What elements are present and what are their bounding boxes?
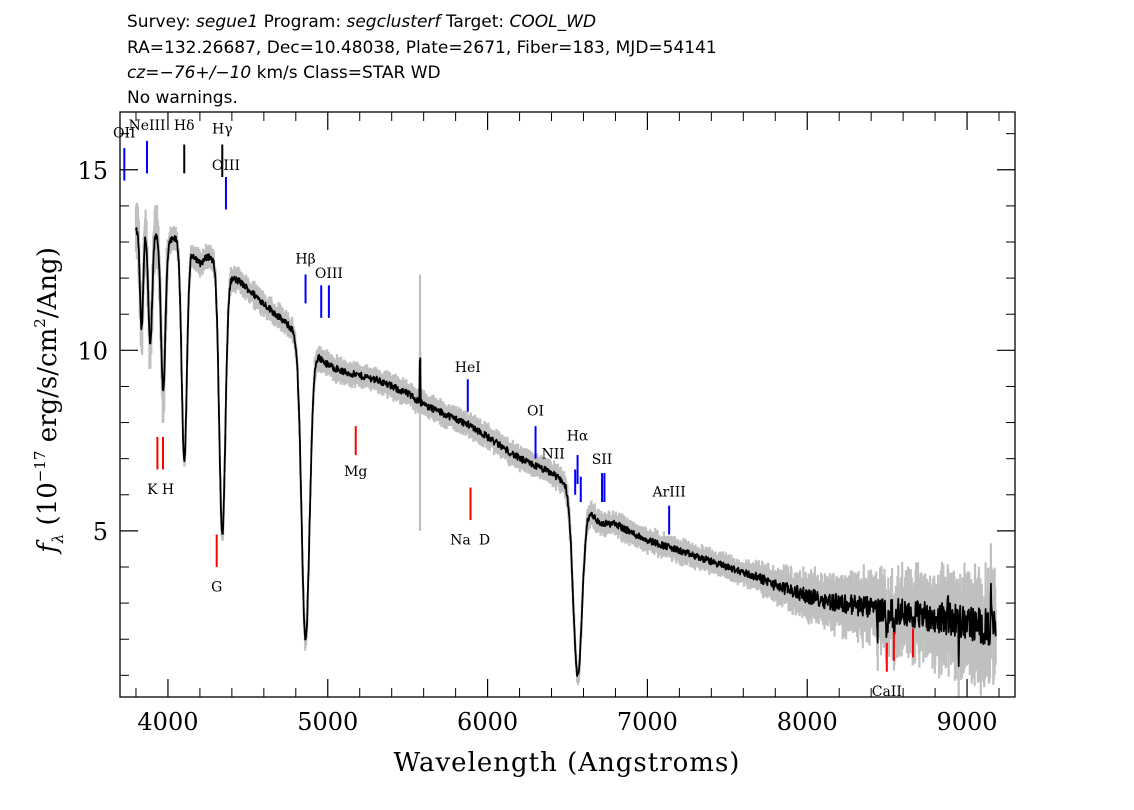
x-tick-label: 8000 xyxy=(777,708,838,736)
program-value: segclusterf xyxy=(346,12,441,32)
emission-marker-label: HeI xyxy=(455,360,481,376)
y-tick-label: 10 xyxy=(77,337,108,365)
emission-marker-label: Hα xyxy=(567,429,589,445)
x-axis-label: Wavelength (Angstroms) xyxy=(394,748,741,778)
class-value: Class=STAR WD xyxy=(303,63,441,83)
flux-line xyxy=(135,227,997,677)
emission-marker-label: Hβ xyxy=(295,252,315,268)
program-label: Program: xyxy=(263,12,342,32)
emission-marker-label: OI xyxy=(527,403,544,419)
survey-label: Survey: xyxy=(127,12,191,32)
error-band xyxy=(134,202,997,697)
emission-marker-label: OIII xyxy=(315,266,343,282)
absorption-marker-label: D xyxy=(479,533,490,549)
header-line-1: Survey: segue1 Program: segclusterf Targ… xyxy=(127,12,596,32)
absorption-marker-label: H xyxy=(162,482,174,498)
absorption-marker-label: CaII xyxy=(872,684,902,700)
emission-marker-label: SII xyxy=(592,452,613,468)
redshift-units: km/s xyxy=(256,63,298,83)
emission-marker-label: NII xyxy=(542,447,565,463)
emission-marker-label: Hγ xyxy=(212,122,233,138)
absorption-marker-label: K xyxy=(147,482,158,498)
absorption-marker-label: Na xyxy=(450,533,471,549)
emission-marker-label: ArIII xyxy=(651,485,685,501)
target-value: COOL_WD xyxy=(509,12,597,32)
emission-marker-label: OIII xyxy=(212,158,240,174)
y-tick-label: 5 xyxy=(93,518,108,546)
x-tick-label: 7000 xyxy=(617,708,678,736)
redshift-value: cz=−76+/−10 xyxy=(127,63,252,83)
plot-frame xyxy=(119,111,1016,698)
header-line-2: RA=132.26687, Dec=10.48038, Plate=2671, … xyxy=(127,38,717,58)
y-axis-label: fλ (10−17 erg/s/cm2/Ang) xyxy=(31,247,67,555)
x-tick-label: 9000 xyxy=(937,708,998,736)
x-tick-label: 6000 xyxy=(457,708,518,736)
header-line-3: cz=−76+/−10 km/s Class=STAR WD xyxy=(127,63,441,83)
y-tick-label: 15 xyxy=(77,157,108,185)
header-line-4: No warnings. xyxy=(127,88,238,108)
emission-marker-label: NeIII xyxy=(128,118,165,134)
x-tick-label: 5000 xyxy=(297,708,358,736)
survey-value: segue1 xyxy=(196,12,259,32)
absorption-marker-label: G xyxy=(211,579,222,595)
x-tick-label: 4000 xyxy=(137,708,198,736)
emission-marker-label: Hδ xyxy=(174,118,195,134)
absorption-marker-label: Mg xyxy=(344,464,367,480)
target-label: Target: xyxy=(445,12,505,32)
